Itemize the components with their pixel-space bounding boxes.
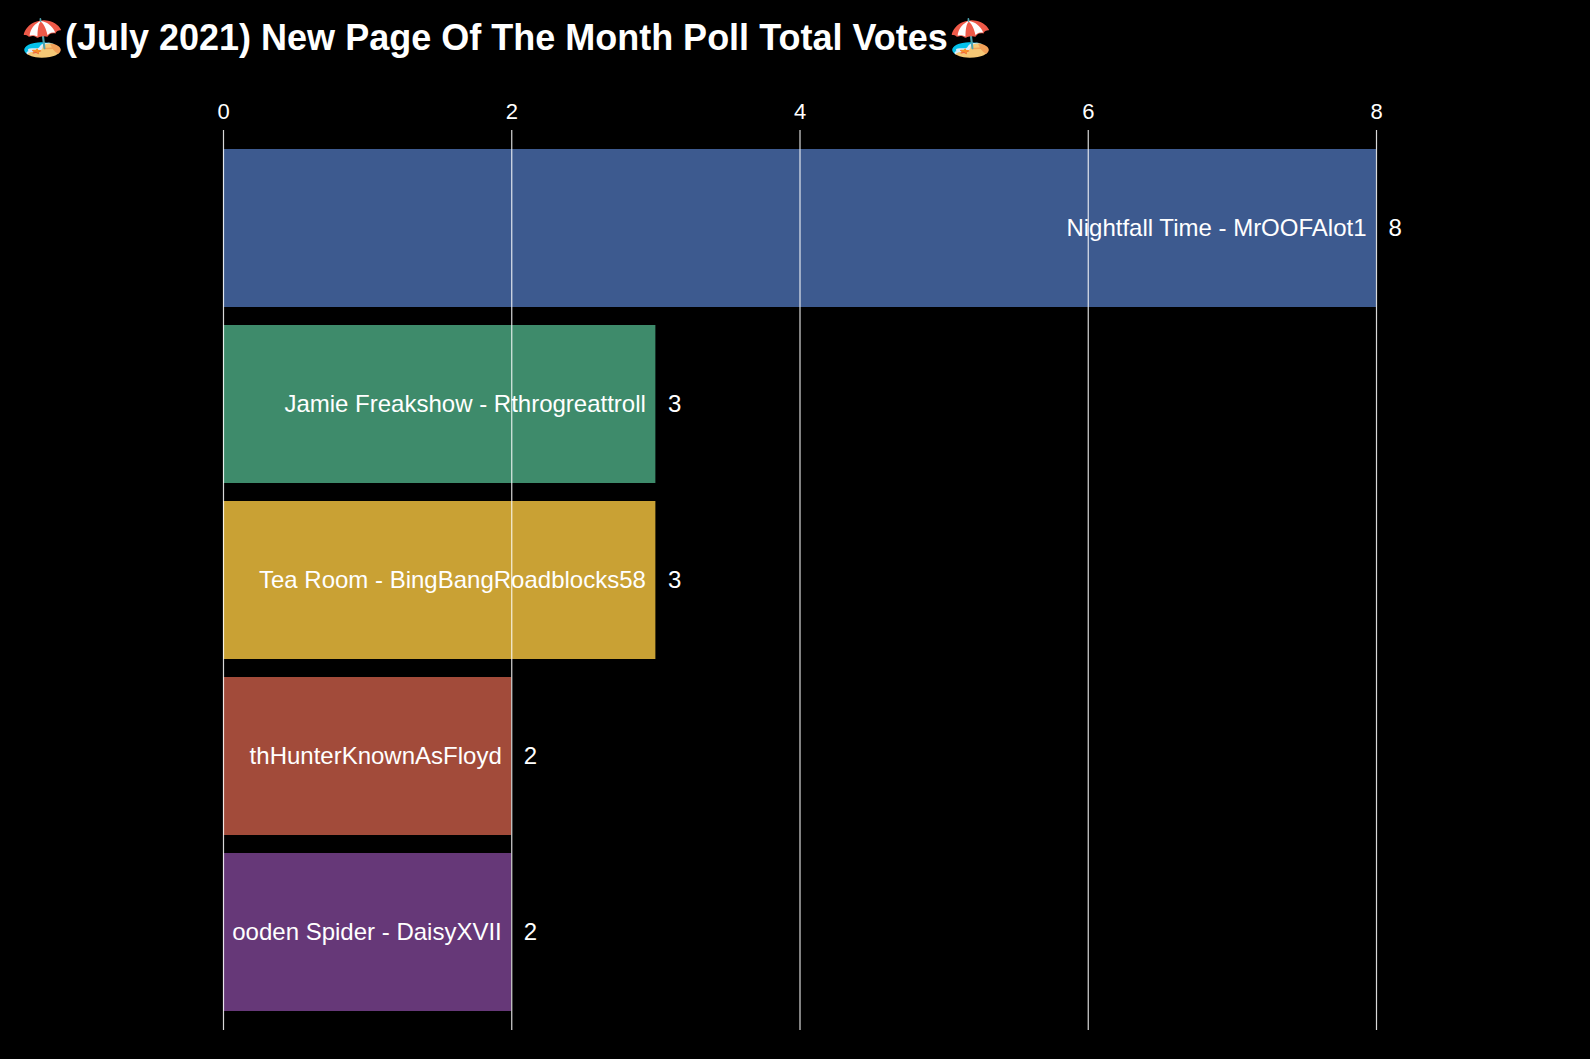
svg-text:3: 3 [668,566,681,593]
svg-text:2: 2 [506,99,518,124]
html-text:🏖️(July 2021) New Page Of The: 🏖️(July 2021) New Page Of The Month Poll… [20,17,993,58]
svg-text:6: 6 [1082,99,1094,124]
svg-text:2: 2 [524,918,537,945]
svg-text:ooden Spider - DaisyXVII: ooden Spider - DaisyXVII [232,918,501,945]
svg-text:thHunterKnownAsFloyd: thHunterKnownAsFloyd [250,742,502,769]
svg-text:0: 0 [217,99,229,124]
svg-text:3: 3 [668,390,681,417]
svg-text:Jamie Freakshow - Rthrogreattr: Jamie Freakshow - Rthrogreattroll [284,390,645,417]
svg-text:8: 8 [1389,214,1402,241]
svg-text:8: 8 [1370,99,1382,124]
svg-text:4: 4 [794,99,806,124]
svg-text:Tea Room - BingBangRoadblocks5: Tea Room - BingBangRoadblocks58 [259,566,646,593]
svg-text:Nightfall Time - MrOOFAlot1: Nightfall Time - MrOOFAlot1 [1066,214,1366,241]
svg-text:2: 2 [524,742,537,769]
